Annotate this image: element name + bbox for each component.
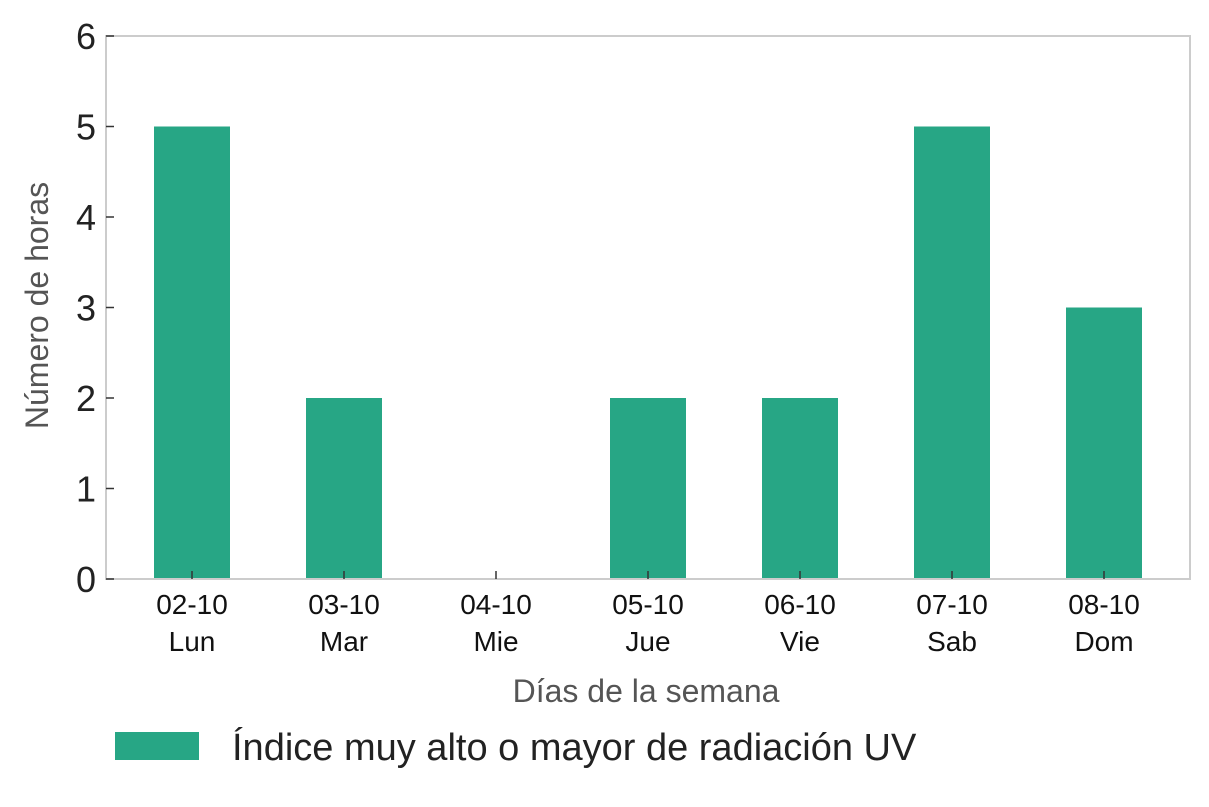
bar-sab [914,126,990,579]
x-tick-label: 02-10 Lun [156,589,228,657]
y-tick-label: 0 [76,559,96,600]
bar-mar [306,398,382,579]
legend: Índice muy alto o mayor de radiación UV [115,726,917,769]
x-ticks: 02-10 Lun 03-10 Mar 04-10 Mie 05-10 Jue 06-10 Vie… [156,571,1140,657]
legend-swatch [115,732,199,760]
x-tick-label: 07-10 Sab [916,589,988,657]
x-tick-label: 08-10 Dom [1068,589,1140,657]
y-tick-label: 4 [76,197,96,238]
y-axis-label: Número de horas [19,182,55,429]
bar-jue [610,398,686,579]
y-tick-label: 6 [76,16,96,57]
y-tick-label: 5 [76,107,96,148]
bars-layer [154,126,1142,579]
x-tick-label: 04-10 Mie [460,589,532,657]
x-tick-label: 06-10 Vie [764,589,836,657]
bar-dom [1066,307,1142,579]
x-axis-label: Días de la semana [513,673,780,709]
bar-lun [154,126,230,579]
x-tick-label: 03-10 Mar [308,589,380,657]
y-tick-label: 1 [76,469,96,510]
legend-label: Índice muy alto o mayor de radiación UV [232,726,917,769]
x-tick-label: 05-10 Jue [612,589,684,657]
bar-vie [762,398,838,579]
y-ticks: 0 1 2 3 4 5 6 [76,16,114,600]
y-tick-label: 3 [76,288,96,329]
y-tick-label: 2 [76,378,96,419]
